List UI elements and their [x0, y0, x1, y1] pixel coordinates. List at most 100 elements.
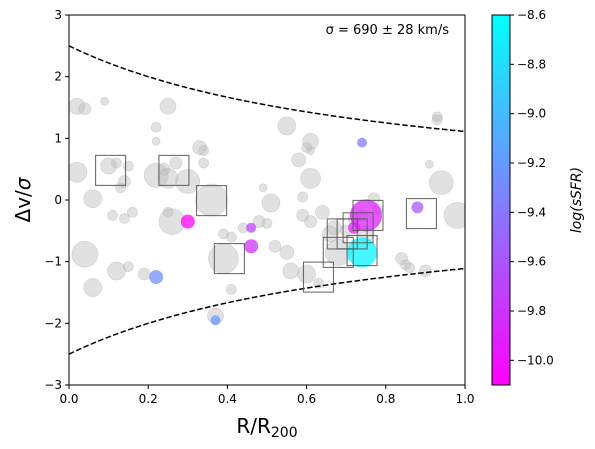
colorbar-label: log(sSFR)	[569, 167, 585, 233]
grey-point	[282, 262, 300, 280]
grey-point	[192, 140, 208, 155]
grey-point	[400, 259, 412, 271]
square-marker	[405, 198, 437, 230]
grey-point	[126, 206, 138, 218]
y-tick-label: 0	[54, 193, 62, 207]
grey-point	[431, 114, 443, 126]
y-tick-label: −1	[44, 255, 62, 269]
square-marker	[352, 199, 384, 231]
y-tick-label: 1	[54, 131, 62, 145]
grey-point	[277, 116, 297, 136]
grey-point	[169, 156, 183, 170]
y-axis-label: Δv/σ	[11, 176, 35, 222]
y-tick-label: −2	[44, 316, 62, 330]
square-marker	[95, 154, 127, 186]
y-ticks: −3 −2 −1 0 1 2 3	[44, 8, 69, 392]
caustic-lower	[69, 267, 465, 355]
grey-point	[71, 240, 99, 268]
colorbar-tick-label: −9.4	[517, 205, 546, 219]
grey-point	[150, 121, 162, 133]
square-marker	[158, 154, 190, 186]
grey-point	[258, 183, 268, 193]
grey-point	[137, 267, 151, 281]
grey-point	[111, 157, 122, 169]
x-axis-label: R/R200	[236, 414, 297, 441]
x-tick-label: 0.4	[218, 392, 237, 406]
grey-point	[404, 262, 415, 274]
grey-point	[326, 220, 342, 236]
grey-point	[107, 261, 126, 281]
grey-point	[313, 277, 324, 289]
x-axis-label-sub: 200	[271, 425, 298, 441]
x-tick-label: 1.0	[455, 392, 474, 406]
y-tick-label: 3	[54, 8, 62, 22]
grey-point	[261, 193, 281, 213]
colored-point	[411, 201, 424, 214]
colorbar-tick-label: −9.2	[517, 156, 546, 170]
y-axis-label-main: Δv/	[11, 190, 35, 223]
colorbar-tick-label: −8.8	[517, 57, 546, 71]
caustic-curves	[69, 45, 465, 355]
grey-point	[118, 175, 131, 188]
grey-point	[198, 157, 210, 169]
grey-point	[297, 264, 317, 284]
grey-point	[315, 204, 330, 220]
square-marker	[302, 261, 335, 293]
colored-point	[357, 137, 368, 148]
colored-point	[180, 214, 195, 229]
x-axis-label-main: R/R	[236, 414, 271, 438]
grey-point	[279, 245, 295, 260]
grey-point	[291, 152, 307, 168]
grey-point	[107, 210, 118, 221]
x-ticks: 0.0 0.2 0.4 0.6 0.8 1.0	[59, 385, 475, 406]
grey-point	[208, 243, 239, 274]
grey-point	[100, 157, 117, 175]
grey-point	[159, 97, 177, 115]
grey-point	[252, 215, 266, 228]
square-marker	[342, 212, 374, 244]
grey-points-layer	[69, 96, 465, 325]
grey-point	[83, 278, 103, 297]
x-tick-label: 0.2	[139, 392, 158, 406]
grey-point	[78, 102, 92, 116]
grey-point	[268, 239, 282, 253]
grey-point	[225, 284, 237, 295]
colorbar-tick-label: −9.8	[517, 304, 546, 318]
square-marker	[213, 243, 245, 275]
colorbar-tick-label: −8.6	[517, 8, 546, 22]
y-tick-label: 2	[54, 70, 62, 84]
grey-point	[119, 213, 130, 224]
x-tick-label: 0.8	[376, 392, 395, 406]
square-marker	[346, 235, 378, 267]
grey-point	[83, 189, 103, 209]
grey-point	[428, 170, 454, 196]
grey-point	[143, 162, 169, 188]
colorbar-tick-label: −10.0	[517, 353, 554, 367]
grey-point	[195, 183, 228, 217]
grey-point	[175, 169, 201, 194]
grey-point	[162, 206, 174, 218]
colorbar-tick-label: −9.6	[517, 255, 546, 269]
grey-point	[431, 111, 443, 123]
y-tick-label: −3	[44, 378, 62, 392]
grey-point	[122, 261, 134, 273]
colored-point	[244, 239, 259, 254]
grey-point	[225, 231, 237, 243]
colored-point	[149, 270, 164, 285]
grey-point	[100, 96, 110, 106]
colorbar	[491, 14, 511, 386]
colored-point	[210, 315, 221, 326]
square-marker	[336, 218, 368, 250]
grey-point	[301, 142, 313, 153]
grey-point	[297, 191, 309, 203]
colored-point	[350, 199, 382, 232]
grey-point	[122, 160, 134, 172]
grey-point	[151, 137, 161, 146]
grey-point	[424, 159, 434, 169]
x-tick-label: 0.6	[297, 392, 316, 406]
grey-point	[157, 162, 171, 176]
grey-point	[261, 218, 273, 229]
annotation-sigma: σ = 690 ± 28 km/s	[326, 23, 450, 38]
caustic-upper	[69, 45, 465, 133]
